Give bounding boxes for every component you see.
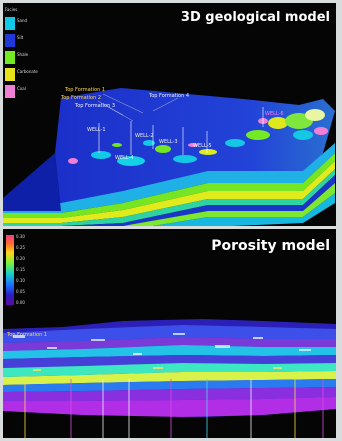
well-label: WELL-5 xyxy=(193,143,212,149)
legend-item-silt: Silt xyxy=(5,32,63,49)
well-label: WELL-2 xyxy=(135,133,154,139)
legend-label: Silt xyxy=(17,35,24,40)
porosity-well-sticks xyxy=(24,379,324,438)
horizon-leader-lines xyxy=(97,93,179,122)
legend-label: Sand xyxy=(17,18,28,23)
geological-model-panel: Facies Sand Silt Shale Carbonate Coal xyxy=(3,3,336,226)
legend-item-carbonate: Carbonate xyxy=(5,66,63,83)
horizon-label: Top Formation 1 xyxy=(65,87,106,93)
well-label: WELL-3 xyxy=(159,139,178,145)
colorbar-tick: 0.30 xyxy=(16,234,25,239)
well-sticks xyxy=(98,107,264,155)
well-label: WELL-4 xyxy=(115,155,134,161)
colorbar-tick: 0.10 xyxy=(16,278,25,283)
horizon-label: Top Formation 4 xyxy=(149,93,190,99)
legend-header: Facies xyxy=(5,7,18,12)
legend-item-coal: Coal xyxy=(5,83,63,100)
legend-swatch xyxy=(5,51,15,64)
colorbar-tick: 0.15 xyxy=(16,267,25,272)
legend-label: Shale xyxy=(17,52,29,57)
legend-swatch xyxy=(5,85,15,98)
geological-model-render xyxy=(3,88,335,226)
geological-model-title: 3D geological model xyxy=(180,10,330,25)
well-label: WELL-1 xyxy=(87,127,106,133)
colorbar-tick: 0.25 xyxy=(16,245,25,250)
legend-swatch xyxy=(5,17,15,30)
colorbar-tick: 0.00 xyxy=(16,300,25,305)
colorbar-tick: 0.05 xyxy=(16,289,25,294)
legend-swatch xyxy=(5,68,15,81)
porosity-speckles xyxy=(13,333,311,371)
well-label: WELL-6 xyxy=(265,111,284,117)
legend-swatch xyxy=(5,34,15,47)
facies-legend: Facies Sand Silt Shale Carbonate Coal xyxy=(5,7,63,100)
horizon-label: Top Formation 2 xyxy=(61,95,102,101)
porosity-model-render xyxy=(3,319,336,438)
porosity-colorbar xyxy=(6,235,14,305)
legend-item-shale: Shale xyxy=(5,49,63,66)
porosity-model-title: Porosity model xyxy=(211,238,330,254)
horizon-label: Top Formation 1 xyxy=(7,332,48,338)
legend-label: Carbonate xyxy=(17,69,38,74)
legend-label: Coal xyxy=(17,86,26,91)
porosity-bands xyxy=(3,325,336,417)
legend-item-sand: Sand xyxy=(5,15,63,32)
horizon-label: Top Formation 3 xyxy=(75,103,116,109)
porosity-model-panel: 0.30 0.25 0.20 0.15 0.10 0.05 0.00 Poros… xyxy=(3,229,336,438)
facies-patches xyxy=(68,109,328,166)
colorbar-tick: 0.20 xyxy=(16,256,25,261)
model-left-face xyxy=(3,153,61,211)
